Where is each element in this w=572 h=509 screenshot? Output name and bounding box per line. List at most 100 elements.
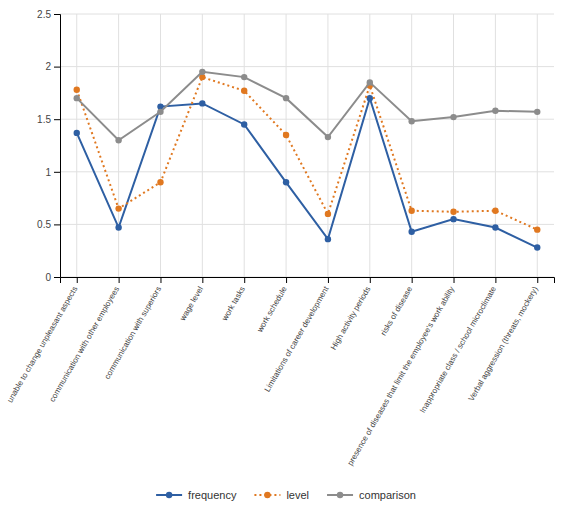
grid-line-y xyxy=(60,171,554,172)
chart-container: 0 0.5 1 1.5 2 2.5 unable to change unpleasant … xyxy=(0,0,572,509)
x-tick-mark xyxy=(77,277,78,283)
legend-label: comparison xyxy=(359,489,416,501)
series-marker xyxy=(241,74,247,80)
series-marker xyxy=(283,132,289,138)
series-marker xyxy=(408,208,414,214)
x-tick: communication with superiors xyxy=(103,277,163,381)
x-tick: work tasks xyxy=(220,277,247,323)
x-tick-mark xyxy=(495,277,496,283)
x-tick-mark xyxy=(160,277,161,283)
x-tick-label: High activity periods xyxy=(329,285,373,352)
x-tick: unable to change unpleasant aspects xyxy=(5,277,79,404)
x-tick-mark xyxy=(202,277,203,283)
y-tick: 2 xyxy=(45,61,60,72)
x-tick-mark xyxy=(412,277,413,283)
series-marker xyxy=(325,211,331,217)
series-marker xyxy=(157,109,163,115)
x-tick-mark xyxy=(286,277,287,283)
series-marker xyxy=(74,130,80,136)
series-marker xyxy=(241,121,247,127)
y-tick: 0 xyxy=(45,272,60,283)
y-tick-label: 1 xyxy=(45,167,51,178)
x-tick-label: wage level xyxy=(178,285,205,323)
chart: 0 0.5 1 1.5 2 2.5 unable to change unpleasant … xyxy=(0,0,572,509)
x-tick-label: communication with superiors xyxy=(103,285,163,381)
series-line xyxy=(77,77,538,230)
x-axis: unable to change unpleasant aspectscommu… xyxy=(5,277,554,467)
grid-line-x xyxy=(244,14,245,277)
y-tick-mark xyxy=(54,277,60,278)
x-tick-label: work schedule xyxy=(255,284,289,334)
grid-line-x xyxy=(202,14,203,277)
x-tick: wage level xyxy=(178,277,205,323)
x-tick-mark xyxy=(244,277,245,283)
series-marker xyxy=(534,226,540,232)
y-tick: 1.5 xyxy=(37,114,60,125)
series-marker xyxy=(199,100,205,106)
series-marker xyxy=(283,179,289,185)
y-tick: 2.5 xyxy=(37,9,60,20)
x-tick-mark xyxy=(328,277,329,283)
y-tick-mark xyxy=(54,119,60,120)
x-tick-mark xyxy=(119,277,120,283)
x-tick-label: Verbal aggression (threats, mockery) xyxy=(467,285,540,403)
series-marker xyxy=(534,109,540,115)
x-tick-mark xyxy=(370,277,371,283)
y-tick: 0.5 xyxy=(37,219,60,230)
series-line xyxy=(77,72,538,140)
series-marker xyxy=(325,134,331,140)
legend-item: level xyxy=(254,489,309,501)
y-tick-label: 1.5 xyxy=(37,114,51,125)
legend: frequency level comparison xyxy=(156,489,416,501)
grid-line-x xyxy=(160,14,161,277)
grid-line-x xyxy=(411,14,412,277)
legend-marker xyxy=(264,492,270,498)
y-tick-label: 2.5 xyxy=(37,9,51,20)
series-marker xyxy=(367,95,373,101)
grid-line-x xyxy=(76,14,77,277)
y-tick: 1 xyxy=(45,167,60,178)
x-tick-label: unable to change unpleasant aspects xyxy=(5,285,79,404)
y-tick-label: 0.5 xyxy=(37,219,51,230)
legend-marker xyxy=(337,492,343,498)
y-axis: 0 0.5 1 1.5 2 2.5 xyxy=(37,9,60,283)
y-tick-mark xyxy=(54,14,60,15)
grid xyxy=(60,14,554,277)
series-marker xyxy=(492,224,498,230)
x-tick: work schedule xyxy=(255,277,289,335)
legend-marker xyxy=(166,492,172,498)
x-tick: communication with other employees xyxy=(48,277,122,403)
series-marker xyxy=(74,95,80,101)
x-tick-mark xyxy=(537,277,538,283)
series-marker xyxy=(450,114,456,120)
series-marker xyxy=(74,87,80,93)
series-marker xyxy=(450,209,456,215)
legend-label: frequency xyxy=(188,489,237,501)
x-tick: Verbal aggression (threats, mockery) xyxy=(467,277,540,403)
x-tick: risks of disease xyxy=(379,277,415,337)
y-tick-mark xyxy=(54,224,60,225)
grid-line-x xyxy=(369,14,370,277)
series-marker xyxy=(283,95,289,101)
x-tick: Limitations of career development xyxy=(263,277,331,393)
grid-line-y xyxy=(60,14,554,15)
y-tick-label: 0 xyxy=(45,272,51,283)
grid-line-x xyxy=(118,14,119,277)
series-marker xyxy=(115,137,121,143)
series-marker xyxy=(115,224,121,230)
series-marker xyxy=(367,79,373,85)
y-tick-mark xyxy=(54,67,60,68)
series-marker xyxy=(199,69,205,75)
series-marker xyxy=(325,236,331,242)
x-tick: High activity periods xyxy=(329,277,373,351)
x-tick-label: communication with other employees xyxy=(48,285,122,403)
legend-item: comparison xyxy=(327,489,416,501)
grid-line-x xyxy=(453,14,454,277)
series-marker xyxy=(115,205,121,211)
grid-line-x xyxy=(286,14,287,277)
grid-line-x xyxy=(537,14,538,277)
legend-item: frequency xyxy=(156,489,237,501)
series-marker xyxy=(492,108,498,114)
legend-label: level xyxy=(286,489,309,501)
plot-area xyxy=(74,69,541,251)
